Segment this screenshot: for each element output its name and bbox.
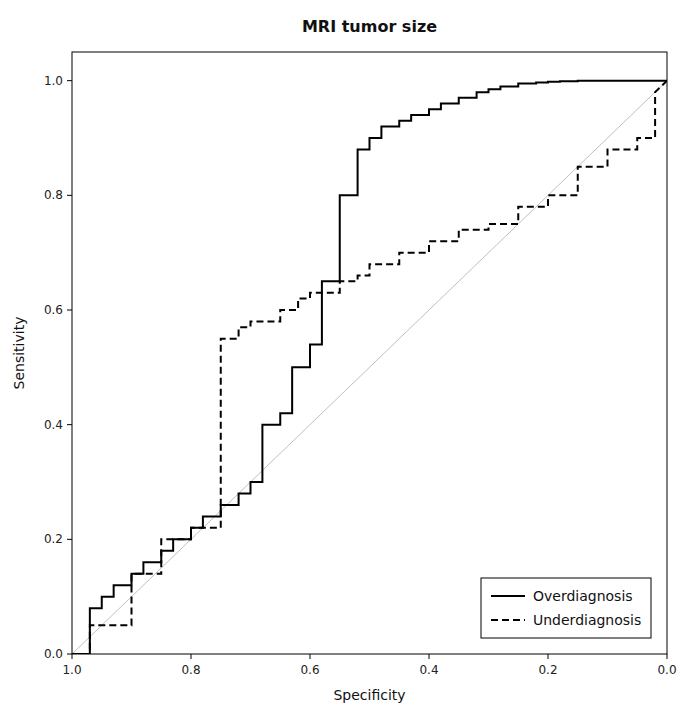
chart: 1.0 0.8 0.6 0.4 0.2 0.0 0.0 0.2 0.4 0.6 0.8 1.0 MRI … bbox=[0, 0, 689, 718]
legend-swatch bbox=[491, 595, 525, 597]
tick-x bbox=[548, 654, 549, 659]
series-line bbox=[72, 81, 667, 654]
tick-label-x: 1.0 bbox=[62, 663, 81, 677]
tick-label-x: 0.2 bbox=[538, 663, 557, 677]
tick-label-y: 0.4 bbox=[44, 418, 63, 432]
series-line bbox=[72, 81, 667, 654]
tick-y bbox=[67, 310, 72, 311]
tick-label-y: 0.0 bbox=[44, 647, 63, 661]
tick-y bbox=[67, 80, 72, 81]
legend-swatch bbox=[491, 619, 525, 621]
background bbox=[0, 0, 689, 718]
plot-lines bbox=[72, 81, 667, 654]
tick-y bbox=[67, 654, 72, 655]
tick-x bbox=[310, 654, 311, 659]
tick-label-y: 1.0 bbox=[44, 74, 63, 88]
tick-x bbox=[72, 654, 73, 659]
title: MRI tumor size bbox=[302, 17, 437, 36]
tick-label-x: 0.4 bbox=[419, 663, 438, 677]
y-axis-label: Sensitivity bbox=[11, 317, 27, 390]
plot-frame bbox=[72, 52, 667, 654]
tick-y bbox=[67, 195, 72, 196]
tick-y bbox=[67, 539, 72, 540]
tick-label-x: 0.0 bbox=[657, 663, 676, 677]
legend: Overdiagnosis Underdiagnosis bbox=[481, 578, 651, 638]
legend-label: Underdiagnosis bbox=[533, 612, 641, 628]
tick-label-x: 0.8 bbox=[181, 663, 200, 677]
reference-line bbox=[72, 81, 667, 654]
x-axis-label: Specificity bbox=[333, 687, 405, 703]
tick-label-y: 0.6 bbox=[44, 303, 63, 317]
tick-label-y: 0.2 bbox=[44, 532, 63, 546]
legend-label: Overdiagnosis bbox=[533, 588, 633, 604]
tick-y bbox=[67, 424, 72, 425]
legend-box bbox=[481, 578, 651, 638]
tick-x bbox=[667, 654, 668, 659]
tick-x bbox=[429, 654, 430, 659]
tick-label-x: 0.6 bbox=[300, 663, 319, 677]
tick-x bbox=[191, 654, 192, 659]
tick-label-y: 0.8 bbox=[44, 188, 63, 202]
